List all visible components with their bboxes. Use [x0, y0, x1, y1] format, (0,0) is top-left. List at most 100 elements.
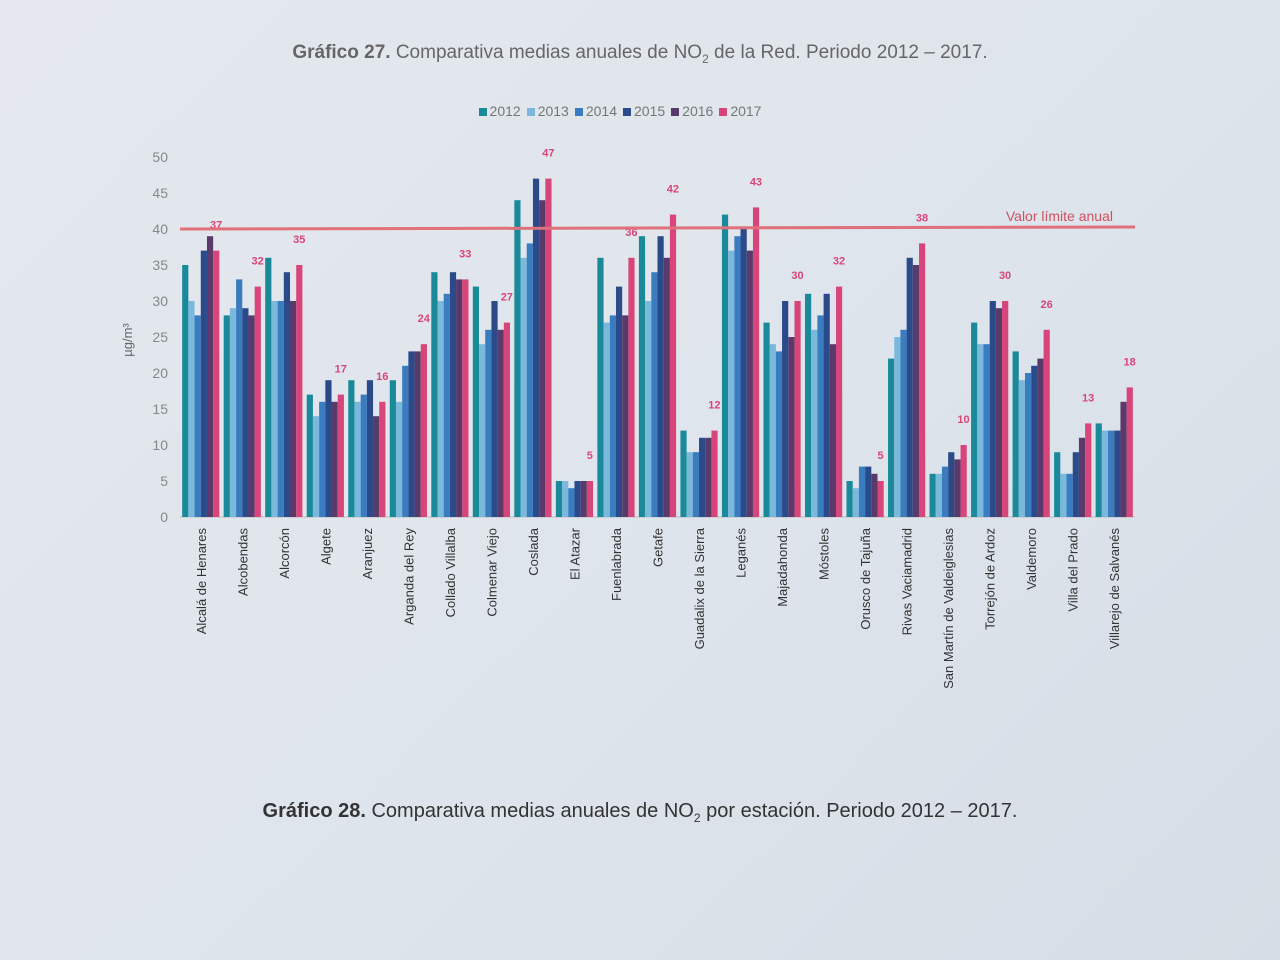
bar-2017	[877, 481, 884, 517]
bar-2014	[194, 315, 201, 517]
bar-2013	[728, 250, 735, 517]
bar-2015	[366, 380, 374, 517]
bar-2017	[752, 207, 760, 517]
caption-text: Comparativa medias anuales de NO	[390, 42, 703, 63]
bar-2012	[597, 257, 604, 517]
bar-2012	[306, 394, 313, 517]
data-label: 17	[335, 364, 347, 376]
y-tick-label: 20	[152, 365, 168, 381]
bar-2014	[609, 315, 616, 517]
legend-item-2012: 2012	[478, 103, 521, 119]
x-tick-label: Torrejón de Ardoz	[983, 528, 998, 630]
x-tick-label: Alcorcón	[277, 528, 292, 579]
bar-2012	[431, 272, 438, 517]
legend-label: 2013	[537, 103, 569, 119]
bar-2016	[622, 315, 629, 517]
bar-2015	[699, 437, 706, 517]
bar-2015	[449, 272, 457, 517]
bar-2017	[213, 250, 220, 517]
legend-label: 2015	[634, 103, 666, 119]
bar-2013	[395, 401, 403, 517]
x-tick-label: Guadalix de la Sierra	[692, 527, 707, 649]
bar-2015	[782, 301, 789, 517]
bar-2015	[491, 301, 498, 517]
caption-bottom: Gráfico 28. Comparativa medias anuales d…	[0, 800, 1280, 825]
bar-2017	[545, 178, 552, 517]
bar-2014	[1024, 373, 1032, 517]
bar-2015	[740, 229, 747, 517]
y-tick-label: 30	[152, 293, 168, 309]
bar-2013	[479, 344, 486, 517]
legend-item-2014: 2014	[574, 103, 617, 119]
data-label: 30	[791, 270, 803, 282]
bar-2016	[414, 351, 421, 517]
bar-2013	[935, 473, 942, 517]
bar-2012	[1095, 423, 1102, 517]
data-label: 16	[376, 371, 388, 383]
bar-2016	[995, 308, 1003, 517]
limit-line-label: Valor límite anual	[1006, 208, 1113, 224]
caption-text-end: de la Red. Periodo 2012 – 2017.	[708, 42, 988, 63]
bar-2015	[200, 250, 207, 517]
legend-label: 2017	[730, 103, 762, 119]
data-label: 18	[1124, 356, 1136, 368]
bar-2016	[497, 329, 504, 517]
bar-2014	[236, 279, 243, 517]
bar-2015	[989, 301, 996, 517]
bar-2017	[337, 394, 344, 517]
bar-2016	[290, 301, 297, 517]
x-tick-label: Colmenar Viejo	[484, 528, 499, 617]
legend-swatch	[574, 108, 583, 116]
bar-2015	[948, 452, 955, 517]
legend-item-2013: 2013	[526, 103, 569, 119]
bar-2017	[628, 257, 635, 517]
bar-2016	[580, 481, 587, 517]
y-tick-label: 35	[152, 257, 168, 273]
bar-2017	[296, 265, 303, 517]
data-label: 36	[625, 227, 637, 239]
bar-2015	[532, 178, 540, 517]
x-tick-label: Majadahonda	[775, 527, 790, 607]
caption-top: Gráfico 27. Comparativa medias anuales d…	[0, 42, 1280, 66]
data-label: 5	[587, 450, 593, 462]
bar-2014	[277, 301, 284, 517]
bar-2014	[941, 466, 949, 517]
bar-2013	[562, 481, 569, 517]
bar-2017	[420, 344, 427, 517]
bar-2012	[846, 481, 853, 517]
legend-swatch	[719, 108, 728, 116]
bar-2016	[1120, 401, 1127, 517]
bar-2012	[472, 286, 480, 517]
y-tick-label: 45	[152, 185, 168, 201]
legend-swatch	[478, 108, 487, 116]
data-label: 30	[999, 270, 1011, 282]
bar-2016	[954, 459, 961, 517]
bar-2014	[817, 315, 824, 517]
bar-2017	[1002, 301, 1009, 517]
caption-sub: 2	[693, 811, 701, 825]
bar-2016	[705, 437, 712, 517]
limit-line	[179, 225, 1136, 231]
bar-2017	[1126, 387, 1133, 517]
y-tick-label: 15	[152, 401, 168, 417]
x-tick-label: Móstoles	[817, 528, 832, 581]
bar-2014	[900, 329, 907, 517]
data-label: 24	[418, 313, 431, 325]
bar-2014	[526, 243, 533, 517]
caption-label: Gráfico 28.	[262, 800, 366, 822]
legend-label: 2016	[682, 103, 714, 119]
bar-2013	[1101, 430, 1109, 517]
bar-2016	[746, 250, 753, 517]
bar-2015	[1072, 452, 1079, 517]
bar-2013	[437, 301, 444, 517]
bar-2013	[645, 301, 652, 517]
x-tick-label: Villarejo de Salvanés	[1107, 528, 1122, 650]
bar-2014	[983, 344, 990, 517]
data-label: 13	[1082, 392, 1094, 404]
bar-2017	[711, 430, 718, 517]
data-label: 47	[542, 148, 554, 160]
bar-2015	[408, 351, 415, 517]
bar-2013	[894, 337, 901, 517]
legend-item-2017: 2017	[719, 103, 761, 119]
bar-2012	[348, 380, 355, 517]
